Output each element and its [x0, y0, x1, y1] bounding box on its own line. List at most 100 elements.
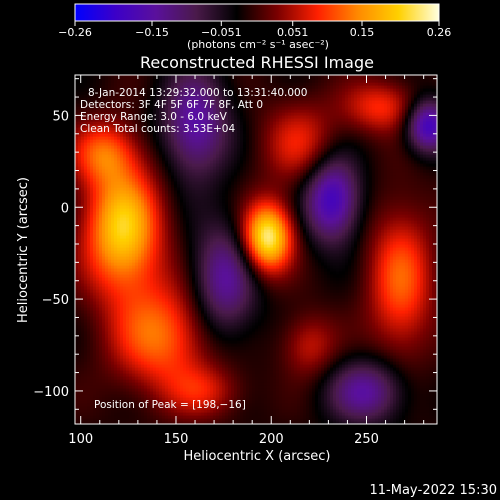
heatmap-cell: [96, 304, 100, 308]
heatmap-cell: [90, 166, 94, 170]
heatmap-cell: [162, 118, 166, 122]
heatmap-cell: [93, 97, 97, 101]
heatmap-cell: [177, 403, 181, 407]
heatmap-cell: [177, 184, 181, 188]
heatmap-cell: [162, 367, 166, 371]
heatmap-cell: [105, 178, 109, 182]
heatmap-cell: [138, 226, 142, 230]
heatmap-cell: [78, 154, 82, 158]
heatmap-cell: [81, 79, 85, 83]
heatmap-cell: [180, 136, 184, 140]
heatmap-cell: [144, 223, 148, 227]
heatmap-cell: [177, 253, 181, 257]
heatmap-cell: [135, 193, 139, 197]
heatmap-cell: [84, 250, 88, 254]
heatmap-cell: [78, 106, 82, 110]
heatmap-cell: [102, 88, 106, 92]
heatmap-cell: [147, 178, 151, 182]
heatmap-cell: [111, 274, 115, 278]
heatmap-cell: [138, 358, 142, 362]
heatmap-cell: [147, 298, 151, 302]
heatmap-cell: [162, 298, 166, 302]
heatmap-cell: [93, 394, 97, 398]
heatmap-cell: [87, 322, 91, 326]
heatmap-cell: [153, 319, 157, 323]
heatmap-cell: [186, 268, 190, 272]
heatmap-cell: [168, 256, 172, 260]
heatmap-cell: [144, 142, 148, 146]
heatmap-cell: [183, 349, 187, 353]
heatmap-cell: [114, 91, 118, 95]
heatmap-cell: [174, 205, 178, 209]
heatmap-cell: [123, 406, 127, 410]
heatmap-cell: [165, 88, 169, 92]
heatmap-cell: [144, 268, 148, 272]
heatmap-cell: [165, 103, 169, 107]
heatmap-cell: [87, 75, 91, 77]
heatmap-cell: [117, 325, 121, 329]
heatmap-cell: [114, 310, 118, 314]
heatmap-cell: [87, 193, 91, 197]
heatmap-cell: [75, 286, 79, 290]
heatmap-cell: [96, 379, 100, 383]
heatmap-cell: [144, 397, 148, 401]
heatmap-cell: [120, 385, 124, 389]
heatmap-cell: [81, 244, 85, 248]
heatmap-cell: [159, 217, 163, 221]
heatmap-cell: [84, 340, 88, 344]
heatmap-cell: [105, 82, 109, 86]
heatmap-cell: [144, 217, 148, 221]
heatmap-cell: [192, 133, 196, 137]
heatmap-cell: [168, 142, 172, 146]
heatmap-cell: [114, 241, 118, 245]
heatmap-cell: [192, 148, 196, 152]
heatmap-cell: [123, 370, 127, 374]
heatmap-cell: [192, 142, 196, 146]
heatmap-cell: [189, 250, 193, 254]
heatmap-cell: [141, 328, 145, 332]
heatmap-cell: [87, 157, 91, 161]
heatmap-cell: [183, 346, 187, 350]
heatmap-cell: [162, 376, 166, 380]
heatmap-cell: [96, 286, 100, 290]
heatmap-cell: [201, 277, 205, 281]
heatmap-cell: [198, 163, 202, 167]
heatmap-cell: [75, 388, 79, 392]
heatmap-cell: [105, 385, 109, 389]
heatmap-cell: [99, 316, 103, 320]
heatmap-cell: [162, 154, 166, 158]
heatmap-cell: [189, 106, 193, 110]
heatmap-cell: [177, 196, 181, 200]
heatmap-cell: [102, 97, 106, 101]
heatmap-cell: [171, 133, 175, 137]
heatmap-cell: [159, 292, 163, 296]
heatmap-cell: [177, 145, 181, 149]
heatmap-cell: [126, 328, 130, 332]
heatmap-cell: [144, 214, 148, 218]
heatmap-cell: [183, 322, 187, 326]
heatmap-cell: [135, 271, 139, 275]
heatmap-cell: [183, 100, 187, 104]
heatmap-cell: [78, 151, 82, 155]
heatmap-cell: [102, 202, 106, 206]
heatmap-cell: [138, 94, 142, 98]
heatmap-cell: [87, 358, 91, 362]
heatmap-cell: [174, 373, 178, 377]
heatmap-cell: [183, 232, 187, 236]
heatmap-cell: [90, 85, 94, 89]
heatmap-cell: [177, 235, 181, 239]
heatmap-cell: [150, 382, 154, 386]
heatmap-cell: [129, 400, 133, 404]
heatmap-cell: [123, 103, 127, 107]
heatmap-cell: [81, 256, 85, 260]
heatmap-cell: [78, 79, 82, 83]
heatmap-cell: [180, 307, 184, 311]
heatmap-cell: [165, 223, 169, 227]
heatmap-cell: [147, 85, 151, 89]
heatmap-cell: [198, 205, 202, 209]
heatmap-cell: [168, 103, 172, 107]
heatmap-cell: [81, 181, 85, 185]
heatmap-cell: [177, 316, 181, 320]
heatmap-cell: [177, 112, 181, 116]
heatmap-cell: [99, 310, 103, 314]
